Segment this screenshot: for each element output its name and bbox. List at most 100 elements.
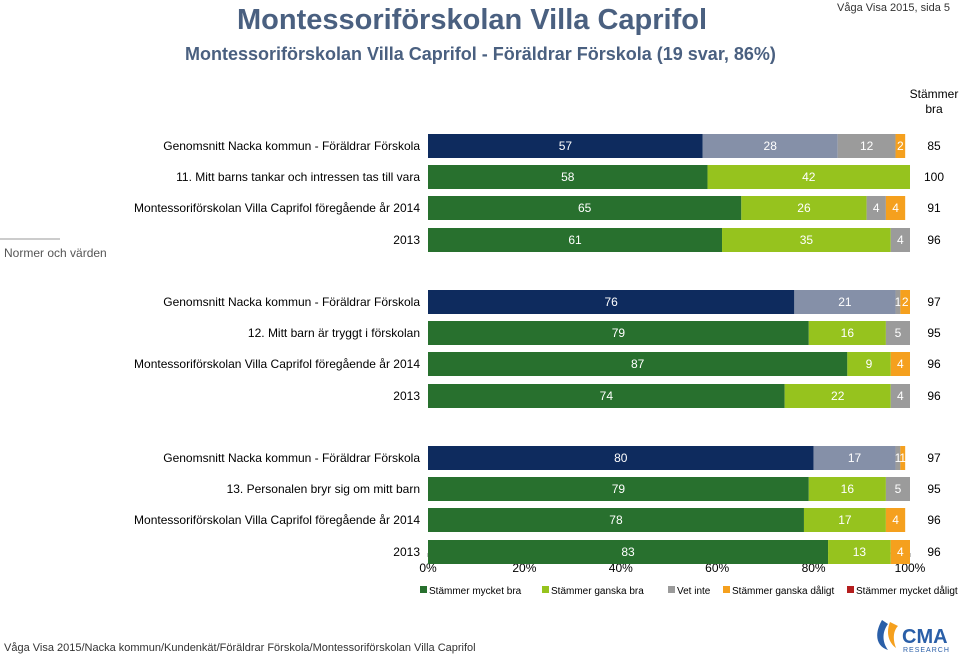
bar-value-label: 0	[910, 389, 917, 403]
bar-segment	[428, 165, 708, 189]
bar-segment	[707, 165, 910, 189]
bar-segment	[847, 352, 891, 376]
bar-value-label: 17	[848, 451, 862, 465]
bar-segment	[813, 446, 896, 470]
legend-swatch	[668, 586, 675, 593]
bar-value-label: 57	[559, 139, 573, 153]
bar-segment	[428, 446, 814, 470]
row-score: 95	[927, 482, 941, 496]
row-label: 2013	[393, 545, 420, 559]
row-score: 96	[927, 545, 941, 559]
bar-value-label: 2	[902, 295, 909, 309]
logo-subtext: RESEARCH	[903, 647, 950, 654]
question-label: 13. Personalen bryr sig om mitt barn	[227, 482, 420, 496]
x-tick-label: 80%	[802, 561, 826, 575]
bar-value-label: 87	[631, 357, 645, 371]
bar-value-label: 9	[866, 357, 873, 371]
page-corner-label: Våga Visa 2015, sida 5	[837, 2, 950, 14]
bar-segment	[885, 477, 910, 501]
row-label: 2013	[393, 233, 420, 247]
bar-value-label: 5	[895, 326, 902, 340]
question-label: 11. Mitt barns tankar och intressen tas …	[176, 170, 420, 184]
score-header-line-1: Stämmer	[910, 87, 959, 101]
bar-value-label: 78	[609, 513, 623, 527]
bar-value-label: 0	[910, 170, 917, 184]
bar-value-label: 0	[910, 326, 917, 340]
bar-value-label: 0	[910, 233, 917, 247]
row-label: Montessoriförskolan Villa Caprifol föreg…	[134, 513, 420, 527]
bar-value-label: 74	[600, 389, 614, 403]
bar-value-label: 4	[897, 357, 904, 371]
bar-segment	[741, 196, 867, 220]
row-label: Genomsnitt Nacka kommun - Föräldrar Förs…	[163, 139, 420, 153]
bar-value-label: 4	[897, 233, 904, 247]
row-score: 96	[927, 513, 941, 527]
bar-segment	[885, 196, 906, 220]
bar-value-label: 35	[800, 233, 814, 247]
bar-segment	[900, 290, 910, 314]
bar-segment	[890, 352, 910, 376]
question-label: 12. Mitt barn är tryggt i förskolan	[248, 326, 420, 340]
bar-segment	[803, 508, 886, 532]
bar-segment	[702, 134, 838, 158]
bar-value-label: 61	[568, 233, 582, 247]
bar-value-label: 0	[910, 482, 917, 496]
bar-segment	[866, 196, 886, 220]
bar-segment	[890, 540, 910, 564]
bar-value-label: 1	[895, 451, 902, 465]
row-score: 96	[927, 233, 941, 247]
bar-value-label: 22	[831, 389, 845, 403]
bar-segment	[837, 134, 896, 158]
bar-segment	[900, 446, 906, 470]
bar-value-label: 16	[841, 482, 855, 496]
cma-logo: CMA RESEARCH	[877, 620, 950, 654]
bar-value-label: 76	[604, 295, 618, 309]
x-tick-label: 0%	[419, 561, 437, 575]
bar-segment	[428, 508, 804, 532]
row-score: 97	[927, 451, 941, 465]
bar-segment	[428, 352, 848, 376]
bar-value-label: 21	[838, 295, 852, 309]
bar-value-label: 4	[897, 389, 904, 403]
row-score: 91	[927, 201, 941, 215]
page-title: Montessoriförskolan Villa Caprifol	[237, 4, 708, 36]
legend-label: Stämmer ganska bra	[551, 586, 644, 597]
legend-label: Stämmer ganska dåligt	[732, 585, 834, 597]
row-label: Genomsnitt Nacka kommun - Föräldrar Förs…	[163, 451, 420, 465]
bar-value-label: 16	[841, 326, 855, 340]
legend-swatch	[847, 586, 854, 593]
bar-value-label: 42	[802, 170, 816, 184]
bar-segment	[808, 321, 886, 345]
bar-value-label: 26	[797, 201, 811, 215]
bar-segment	[428, 196, 742, 220]
footer-path: Våga Visa 2015/Nacka kommun/Kundenkät/Fö…	[4, 642, 476, 654]
legend-swatch	[542, 586, 549, 593]
bar-value-label: 1	[895, 295, 902, 309]
legend-label: Stämmer mycket dåligt	[856, 585, 958, 597]
row-score: 100	[924, 170, 944, 184]
bar-value-label: 13	[853, 545, 867, 559]
bar-segment	[784, 384, 891, 408]
bar-segment	[890, 384, 910, 408]
bar-segment	[722, 228, 891, 252]
bar-value-label: 4	[873, 201, 880, 215]
row-label: Montessoriförskolan Villa Caprifol föreg…	[134, 201, 420, 215]
score-header-line-2: bra	[925, 102, 943, 116]
bar-segment	[428, 321, 809, 345]
bar-value-label: 17	[838, 513, 852, 527]
bar-segment	[828, 540, 891, 564]
bar-value-label: 65	[578, 201, 592, 215]
bar-value-label: 2	[897, 139, 904, 153]
bar-value-label: 28	[764, 139, 778, 153]
row-score: 96	[927, 389, 941, 403]
bar-segment	[895, 134, 906, 158]
bar-value-label: 4	[892, 513, 899, 527]
bar-segment	[428, 290, 795, 314]
bar-segment	[895, 446, 901, 470]
x-tick-label: 100%	[895, 561, 926, 575]
bar-segment	[428, 134, 703, 158]
bar-value-label: 0	[910, 170, 917, 184]
row-label: 2013	[393, 389, 420, 403]
group-label: Normer och värden	[4, 246, 107, 260]
row-score: 96	[927, 357, 941, 371]
